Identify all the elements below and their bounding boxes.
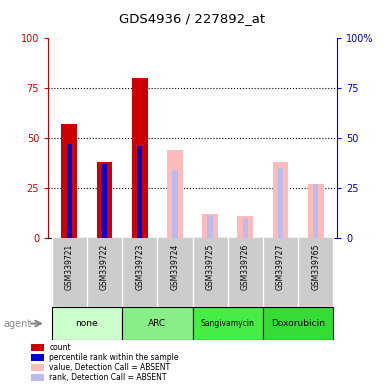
Bar (122, 307, 192, 340)
Text: count: count (49, 343, 71, 352)
Text: GSM339726: GSM339726 (241, 243, 250, 290)
Text: GSM339725: GSM339725 (206, 243, 214, 290)
Bar (31, 354, 44, 361)
Bar (238, 216, 253, 238)
Bar (67, 144, 72, 238)
Bar (313, 184, 318, 238)
Bar (31, 344, 44, 351)
Bar (263, 307, 333, 340)
Bar (202, 214, 218, 238)
Bar (208, 216, 213, 238)
Text: GSM339765: GSM339765 (311, 243, 320, 290)
Text: ARC: ARC (148, 319, 166, 328)
Bar (31, 374, 44, 381)
Text: GDS4936 / 227892_at: GDS4936 / 227892_at (119, 12, 266, 25)
Bar (61, 124, 77, 238)
Text: Doxorubicin: Doxorubicin (271, 319, 325, 328)
Bar (308, 184, 324, 238)
Bar (87, 238, 122, 307)
Bar (167, 150, 183, 238)
Bar (228, 238, 263, 307)
Text: agent: agent (4, 318, 32, 329)
Bar (298, 238, 333, 307)
Bar (172, 170, 177, 238)
Text: Sangivamycin: Sangivamycin (201, 319, 254, 328)
Text: GSM339722: GSM339722 (100, 243, 109, 290)
Bar (278, 168, 283, 238)
Text: none: none (75, 319, 98, 328)
Bar (132, 78, 147, 238)
Text: GSM339723: GSM339723 (135, 243, 144, 290)
Text: GSM339721: GSM339721 (65, 243, 74, 290)
Bar (102, 164, 107, 238)
Bar (157, 238, 192, 307)
Bar (273, 162, 288, 238)
Bar (263, 238, 298, 307)
Bar (52, 307, 122, 340)
Bar (52, 238, 87, 307)
Bar (97, 162, 112, 238)
Bar (31, 364, 44, 371)
Bar (122, 238, 157, 307)
Text: GSM339724: GSM339724 (171, 243, 179, 290)
Bar (137, 146, 142, 238)
Bar (192, 307, 263, 340)
Text: rank, Detection Call = ABSENT: rank, Detection Call = ABSENT (49, 373, 167, 382)
Text: GSM339727: GSM339727 (276, 243, 285, 290)
Bar (243, 218, 248, 238)
Text: percentile rank within the sample: percentile rank within the sample (49, 353, 179, 362)
Text: value, Detection Call = ABSENT: value, Detection Call = ABSENT (49, 363, 171, 372)
Bar (192, 238, 228, 307)
